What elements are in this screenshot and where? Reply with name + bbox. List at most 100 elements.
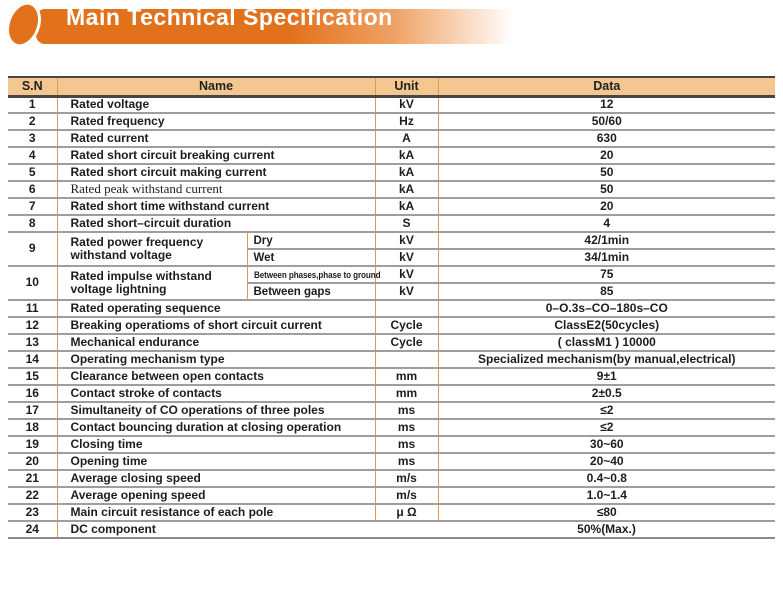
table-row: 14 Operating mechanism type Specialized me…	[8, 351, 776, 369]
spec-data: 4	[438, 215, 776, 233]
spec-unit: Cycle	[375, 334, 439, 352]
spec-data: ClassE2(50cycles)	[438, 317, 776, 335]
spec-unit: μ Ω	[375, 504, 439, 522]
spec-name: Mechanical endurance	[57, 334, 376, 352]
row-number: 14	[8, 351, 58, 369]
spec-data: 0.4~0.8	[438, 470, 776, 488]
table-row: 12 Breaking operatioms of short circuit c…	[8, 317, 776, 335]
spec-name: Simultaneity of CO operations of three p…	[57, 402, 376, 420]
table-row: 19 Closing time ms 30~60	[8, 436, 776, 454]
table-row: 3 Rated current A 630	[8, 130, 776, 148]
row-number: 18	[8, 419, 58, 437]
spec-data: 85	[438, 283, 776, 301]
spec-unit: kA	[375, 147, 439, 165]
spec-name: Rated short circuit breaking current	[57, 147, 376, 165]
row-number: 13	[8, 334, 58, 352]
table-row: 21 Average closing speed m/s 0.4~0.8	[8, 470, 776, 488]
table-row: 23 Main circuit resistance of each pole μ …	[8, 504, 776, 522]
spec-unit: ms	[375, 402, 439, 420]
spec-unit: kV	[375, 96, 439, 114]
row-number: 10	[8, 266, 58, 301]
row-number: 20	[8, 453, 58, 471]
spec-name: Rated impulse withstand voltage lightnin…	[57, 266, 248, 301]
table-row: 4 Rated short circuit breaking current kA 2…	[8, 147, 776, 165]
spec-name: Rated operating sequence	[57, 300, 376, 318]
spec-name: Rated power frequency withstand voltage	[57, 232, 248, 267]
col-header-data: Data	[438, 77, 776, 98]
table-row: 7 Rated short time withstand current kA 20	[8, 198, 776, 216]
spec-name: Breaking operatioms of short circuit cur…	[57, 317, 376, 335]
row-number: 3	[8, 130, 58, 148]
row-number: 19	[8, 436, 58, 454]
spec-sub-label-text: Between phases,phase to ground	[253, 269, 381, 280]
row-number: 23	[8, 504, 58, 522]
table-row: 11 Rated operating sequence 0–O.3s–CO–180s…	[8, 300, 776, 318]
spec-data: 0–O.3s–CO–180s–CO	[438, 300, 776, 318]
spec-unit: A	[375, 130, 439, 148]
spec-name: Contact stroke of contacts	[57, 385, 376, 403]
table-row: 17 Simultaneity of CO operations of three…	[8, 402, 776, 420]
table-row: 2 Rated frequency Hz 50/60	[8, 113, 776, 131]
table-row: 8 Rated short–circuit duration S 4	[8, 215, 776, 233]
spec-name: Average closing speed	[57, 470, 376, 488]
table-row: 18 Contact bouncing duration at closing o…	[8, 419, 776, 437]
spec-data: ≤80	[438, 504, 776, 522]
col-header-sn: S.N	[8, 77, 58, 98]
spec-sub-label: Wet	[247, 249, 376, 267]
row-number: 15	[8, 368, 58, 386]
col-header-name: Name	[57, 77, 376, 98]
spec-data: 50%(Max.)	[438, 521, 776, 539]
spec-name: Operating mechanism type	[57, 351, 376, 369]
spec-data: 12	[438, 96, 776, 114]
spec-unit: ms	[375, 453, 439, 471]
spec-data: 30~60	[438, 436, 776, 454]
spec-data: 50	[438, 181, 776, 199]
row-number: 11	[8, 300, 58, 318]
spec-unit: kA	[375, 164, 439, 182]
row-number: 6	[8, 181, 58, 199]
spec-data: ( classM1 ) 10000	[438, 334, 776, 352]
row-number: 4	[8, 147, 58, 165]
row-number: 24	[8, 521, 58, 539]
spec-name: Clearance between open contacts	[57, 368, 376, 386]
row-number: 16	[8, 385, 58, 403]
spec-name: Rated current	[57, 130, 376, 148]
spec-unit: kA	[375, 181, 439, 199]
spec-unit	[375, 300, 439, 318]
spec-data: 2±0.5	[438, 385, 776, 403]
section-banner: Main Technical Specification	[0, 0, 783, 53]
spec-name: Rated voltage	[57, 96, 376, 114]
spec-data: 1.0~1.4	[438, 487, 776, 505]
spec-unit: mm	[375, 368, 439, 386]
row-number: 9	[8, 232, 58, 267]
table-row: 5 Rated short circuit making current kA 50	[8, 164, 776, 182]
spec-unit: kA	[375, 198, 439, 216]
row-number: 2	[8, 113, 58, 131]
row-number: 5	[8, 164, 58, 182]
spec-unit: S	[375, 215, 439, 233]
spec-data: 42/1min	[438, 232, 776, 250]
table-row: 1 Rated voltage kV 12	[8, 96, 776, 114]
row-number: 12	[8, 317, 58, 335]
table-row: 9 Rated power frequency withstand voltage…	[8, 232, 776, 267]
row-number: 21	[8, 470, 58, 488]
spec-sub-label: Between gaps	[247, 283, 376, 301]
spec-unit: m/s	[375, 470, 439, 488]
spec-unit: ms	[375, 436, 439, 454]
brand-ellipse-icon	[0, 0, 48, 53]
banner-bar	[36, 9, 783, 44]
spec-name: Rated short–circuit duration	[57, 215, 376, 233]
spec-unit: kV	[375, 232, 439, 250]
spec-unit: Cycle	[375, 317, 439, 335]
table-row: 24 DC component 50%(Max.)	[8, 521, 776, 539]
table-row: 22 Average opening speed m/s 1.0~1.4	[8, 487, 776, 505]
row-number: 8	[8, 215, 58, 233]
table-row: 15 Clearance between open contacts mm 9±1	[8, 368, 776, 386]
spec-sub-label-text: Dry	[253, 234, 273, 247]
spec-data: 75	[438, 266, 776, 284]
spec-data: 34/1min	[438, 249, 776, 267]
table-row: 16 Contact stroke of contacts mm 2±0.5	[8, 385, 776, 403]
spec-unit: ms	[375, 419, 439, 437]
table-row: 6 Rated peak withstand current kA 50	[8, 181, 776, 199]
spec-name: Rated short time withstand current	[57, 198, 376, 216]
